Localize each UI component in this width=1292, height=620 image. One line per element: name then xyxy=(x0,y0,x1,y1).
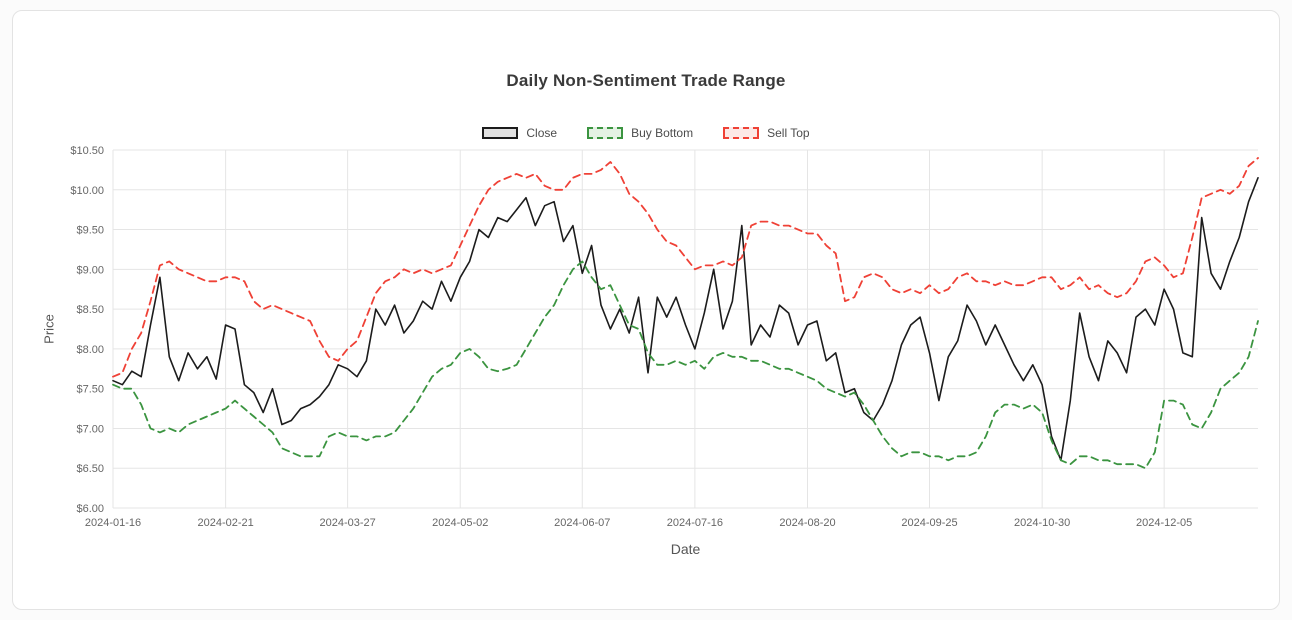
x-tick-label: 2024-02-21 xyxy=(197,517,253,529)
legend-label-buy-bottom: Buy Bottom xyxy=(631,126,694,140)
legend-item-buy-bottom[interactable]: Buy Bottom xyxy=(587,126,693,140)
series-line-buy-bottom xyxy=(112,260,1259,470)
y-tick-label: $6.00 xyxy=(76,503,104,515)
legend-swatch-sell-top xyxy=(723,127,760,139)
legend-item-sell-top[interactable]: Sell Top xyxy=(723,126,810,140)
y-tick-label: $7.50 xyxy=(76,384,104,396)
y-tick-label: $9.50 xyxy=(76,225,104,237)
y-tick-label: $8.50 xyxy=(76,304,104,316)
y-tick-label: $10.00 xyxy=(70,185,104,197)
y-tick-label: $10.50 xyxy=(70,145,104,157)
chart-canvas[interactable]: $10.50 $10.00 $9.50 $9.00 $8.50 $8.00 $7.50 $7.… xyxy=(13,143,1277,538)
x-tick-label: 2024-06-07 xyxy=(554,517,610,529)
chart-area: $10.50 $10.00 $9.50 $9.00 $8.50 $8.00 $7.50 $7.… xyxy=(13,143,1279,583)
x-tick-label: 2024-05-02 xyxy=(432,517,488,529)
legend-item-close[interactable]: Close xyxy=(482,126,557,140)
y-tick-label: $8.00 xyxy=(76,344,104,356)
series-line-sell-top xyxy=(112,157,1259,378)
y-tick-label: $9.00 xyxy=(76,264,104,276)
series-line-close xyxy=(112,176,1259,462)
x-tick-label: 2024-12-05 xyxy=(1136,517,1192,529)
chart-title: Daily Non-Sentiment Trade Range xyxy=(506,71,786,90)
x-tick-label: 2024-08-20 xyxy=(779,517,835,529)
legend-label-close: Close xyxy=(526,126,558,140)
legend-label-sell-top: Sell Top xyxy=(767,126,810,140)
x-tick-label: 2024-07-16 xyxy=(667,517,723,529)
x-tick-label: 2024-10-30 xyxy=(1014,517,1070,529)
x-axis-title: Date xyxy=(670,541,701,557)
y-tick-label: $7.00 xyxy=(76,423,104,435)
x-tick-label: 2024-01-16 xyxy=(85,517,141,529)
legend-swatch-buy-bottom xyxy=(587,127,624,139)
y-tick-label: $6.50 xyxy=(76,463,104,475)
chart-legend: Close Buy Bottom Sell Top xyxy=(13,125,1279,141)
y-axis-title: Price xyxy=(41,314,57,344)
x-tick-label: 2024-03-27 xyxy=(319,517,375,529)
x-tick-label: 2024-09-25 xyxy=(901,517,957,529)
chart-card: Daily Non-Sentiment Trade Range Close Buy… xyxy=(12,10,1280,610)
legend-swatch-close xyxy=(482,127,519,139)
